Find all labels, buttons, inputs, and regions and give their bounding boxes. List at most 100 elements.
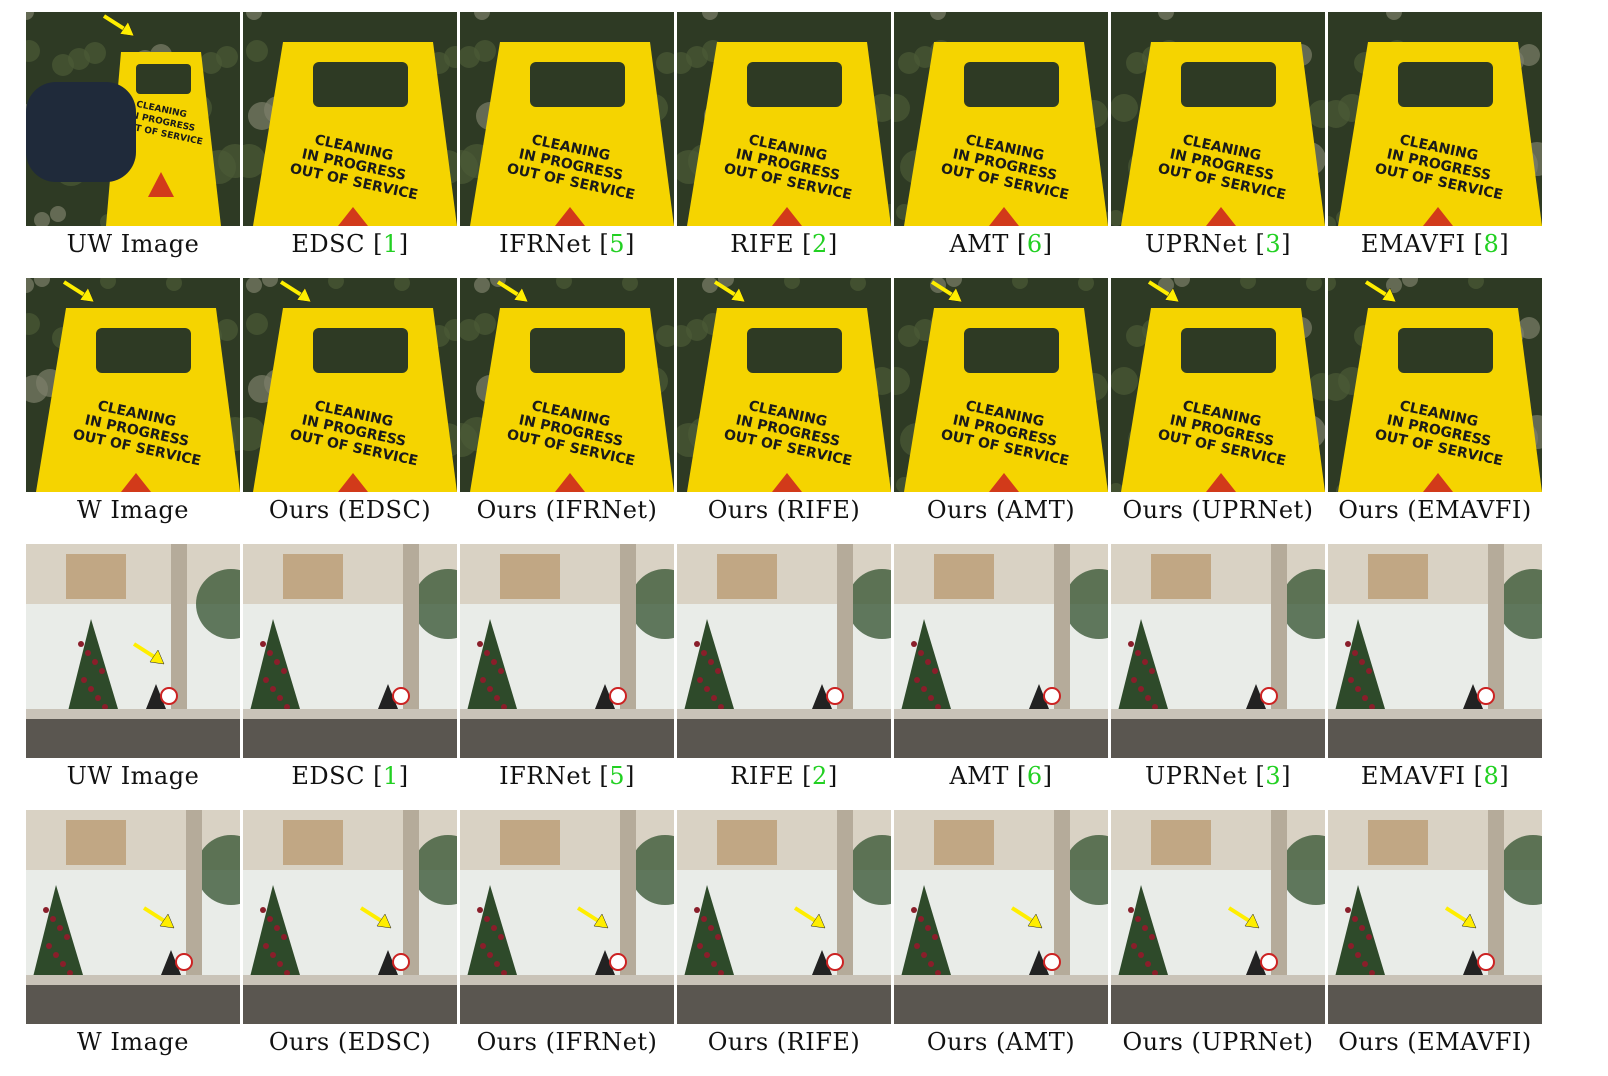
caption-label: UW Image (66, 230, 200, 258)
result-cell: Ours (EDSC) (243, 810, 457, 1076)
citation-number[interactable]: 2 (812, 230, 828, 258)
result-image (460, 544, 674, 758)
image-caption: Ours (RIFE) (708, 492, 861, 544)
christmas-tree (682, 885, 737, 985)
christmas-tree (465, 885, 520, 985)
result-image (26, 544, 240, 758)
image-caption: UW Image (67, 758, 200, 810)
citation-number[interactable]: 1 (382, 230, 399, 258)
pillar (620, 544, 636, 714)
caption-label: Ours (AMT) (926, 496, 1076, 524)
caption-label: Ours (RIFE) (707, 1028, 861, 1056)
result-cell: CLEANING IN PROGRESS OUT OF SERVICE RIFE [2… (677, 12, 891, 278)
highlight-arrow-icon (713, 280, 746, 303)
christmas-tree (31, 885, 86, 985)
highlight-arrow-icon (1147, 280, 1180, 303)
caption-label: Ours (EDSC) (268, 496, 432, 524)
result-cell: CLEANING IN PROGRESS OUT OF SERVICE UW Imag… (26, 12, 240, 278)
result-image: CLEANING IN PROGRESS OUT OF SERVICE (677, 278, 891, 492)
pillar (1054, 810, 1070, 980)
citation-number[interactable]: 8 (1483, 230, 1500, 258)
citation-number[interactable]: 6 (1026, 230, 1043, 258)
citation-number[interactable]: 3 (1265, 762, 1282, 790)
result-image: CLEANING IN PROGRESS OUT OF SERVICE (243, 12, 457, 226)
result-image: CLEANING IN PROGRESS OUT OF SERVICE (1111, 278, 1325, 492)
image-caption: EMAVFI [8] (1360, 762, 1510, 790)
caption-label: Ours (EMAVFI) (1338, 496, 1532, 524)
image-caption: Ours (AMT) (927, 1024, 1075, 1076)
citation-number[interactable]: 3 (1265, 230, 1282, 258)
result-image (1328, 544, 1542, 758)
result-image (243, 810, 457, 1024)
caption-label: Ours (RIFE) (707, 496, 861, 524)
image-caption: W Image (77, 492, 189, 544)
result-image (894, 544, 1108, 758)
christmas-tree (1116, 619, 1171, 719)
pillar (1488, 544, 1504, 714)
result-image (677, 544, 891, 758)
image-caption: Ours (EDSC) (269, 492, 431, 544)
image-caption: Ours (RIFE) (708, 1024, 861, 1076)
image-caption: AMT [6] (949, 762, 1053, 790)
christmas-tree (465, 619, 520, 719)
image-caption: Ours (EMAVFI) (1338, 492, 1531, 544)
image-caption: Ours (UPRNet) (1122, 492, 1313, 544)
highlight-arrow-icon (930, 280, 963, 303)
caption-label: UPRNet (1145, 230, 1256, 258)
highlight-arrow-icon (496, 280, 529, 303)
highlight-arrow-icon (1444, 906, 1477, 929)
christmas-tree (682, 619, 737, 719)
pillar (620, 810, 636, 980)
highlight-arrow-icon (62, 280, 95, 303)
result-cell: AMT [6] (894, 544, 1108, 810)
pillar (403, 810, 419, 980)
caption-label: AMT (949, 762, 1017, 790)
citation-number[interactable]: 6 (1026, 762, 1043, 790)
caption-label: EMAVFI (1360, 762, 1474, 790)
result-image (677, 810, 891, 1024)
caption-label: RIFE (730, 230, 803, 258)
citation-number[interactable]: 8 (1483, 762, 1500, 790)
pillar (186, 810, 202, 980)
image-caption: UW Image (67, 226, 200, 278)
result-image (1111, 810, 1325, 1024)
result-cell: CLEANING IN PROGRESS OUT OF SERVICE IFRNet … (460, 12, 674, 278)
result-image: CLEANING IN PROGRESS OUT OF SERVICE (26, 278, 240, 492)
result-cell: CLEANING IN PROGRESS OUT OF SERVICE Ours (R… (677, 278, 891, 544)
caption-label: Ours (UPRNet) (1122, 496, 1314, 524)
result-image (243, 544, 457, 758)
result-image: CLEANING IN PROGRESS OUT OF SERVICE (677, 12, 891, 226)
caption-label: Ours (IFRNet) (476, 496, 658, 524)
christmas-tree (66, 619, 121, 719)
result-image (1328, 810, 1542, 1024)
result-image: CLEANING IN PROGRESS OUT OF SERVICE (1328, 278, 1542, 492)
citation-number[interactable]: 2 (812, 762, 828, 790)
highlight-arrow-icon (279, 280, 312, 303)
result-cell: UW Image (26, 544, 240, 810)
caption-label: EDSC (291, 762, 374, 790)
image-caption: AMT [6] (949, 230, 1053, 258)
pillar (837, 544, 853, 714)
citation-number[interactable]: 5 (609, 762, 625, 790)
result-cell: CLEANING IN PROGRESS OUT OF SERVICE W Image (26, 278, 240, 544)
caption-label: Ours (AMT) (926, 1028, 1076, 1056)
result-image: CLEANING IN PROGRESS OUT OF SERVICE (1328, 12, 1542, 226)
result-cell: Ours (EMAVFI) (1328, 810, 1542, 1076)
pillar (1054, 544, 1070, 714)
citation-number[interactable]: 1 (382, 762, 399, 790)
result-image: CLEANING IN PROGRESS OUT OF SERVICE (460, 12, 674, 226)
highlight-arrow-icon (793, 906, 826, 929)
result-cell: CLEANING IN PROGRESS OUT OF SERVICE Ours (U… (1111, 278, 1325, 544)
result-cell: RIFE [2] (677, 544, 891, 810)
result-cell: CLEANING IN PROGRESS OUT OF SERVICE Ours (A… (894, 278, 1108, 544)
result-cell: Ours (AMT) (894, 810, 1108, 1076)
citation-number[interactable]: 5 (609, 230, 625, 258)
result-image (26, 810, 240, 1024)
highlight-arrow-icon (102, 14, 135, 37)
